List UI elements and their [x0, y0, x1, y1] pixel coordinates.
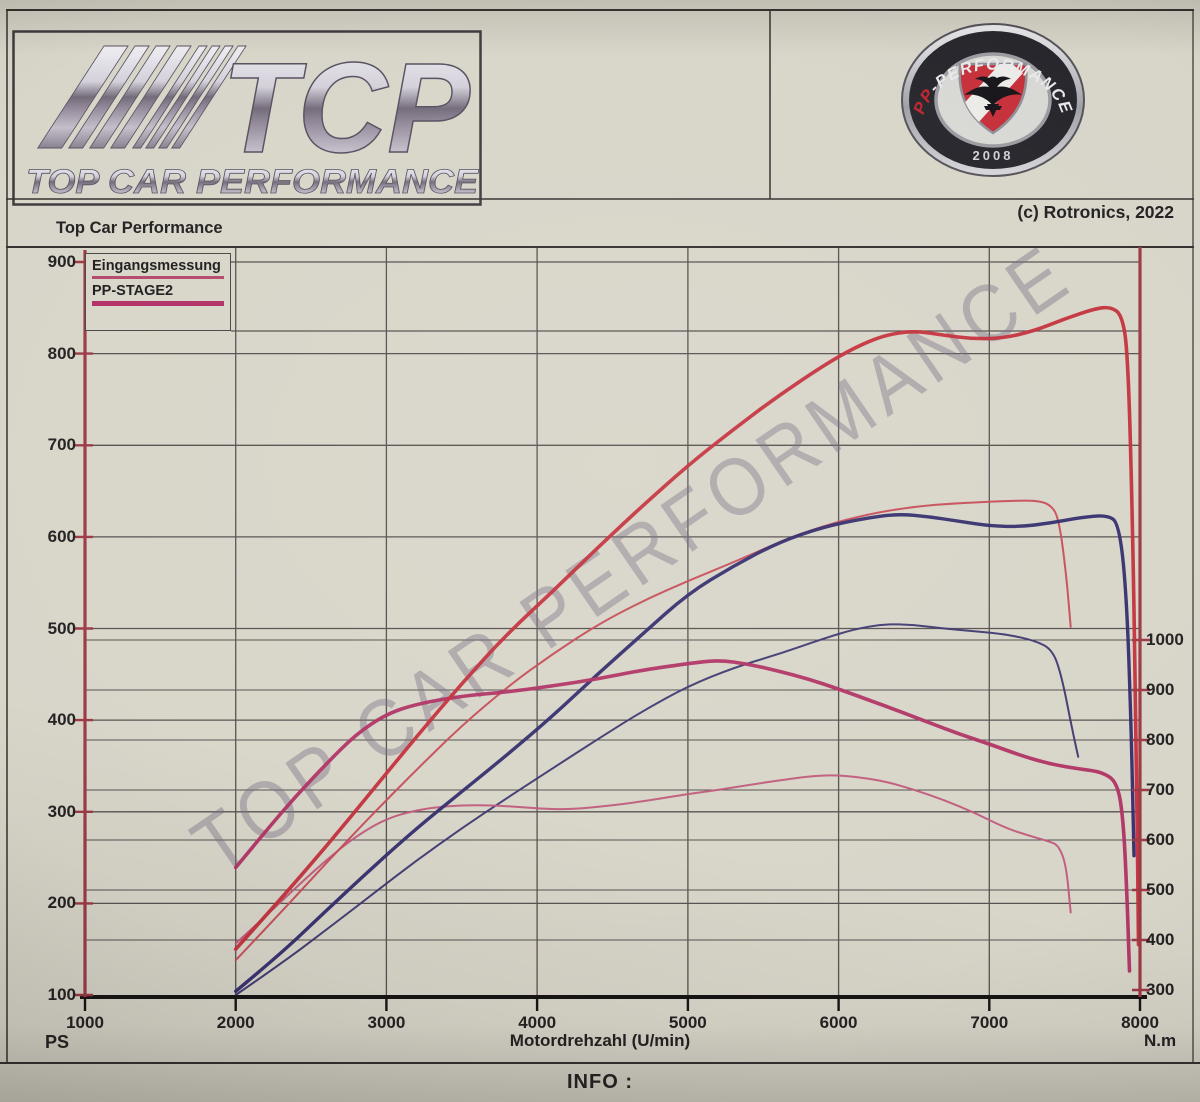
watermark-text: TOP CAR PERFORMANCE: [177, 227, 1088, 892]
badge-year: 2008: [973, 148, 1014, 163]
curve-eingangsmessung-radleistung: [234, 623, 1080, 996]
info-label: INFO :: [567, 1071, 633, 1093]
y-left-unit-label: PS: [45, 1032, 70, 1052]
curve-eingangsmessung-leistung: [234, 499, 1072, 962]
curve-pp-stage2-leistung: [233, 305, 1141, 951]
page-title: Top Car Performance: [56, 219, 223, 237]
tcp-logo: TCP TOP CAR PERFORMANCE: [12, 30, 482, 206]
legend-item-label: PP-STAGE2: [92, 282, 174, 299]
y-right-unit-label: N.m: [1144, 1031, 1177, 1050]
logo-subtitle: TOP CAR PERFORMANCE: [26, 163, 479, 201]
legend-item-line: [92, 300, 224, 306]
logo-stripes-icon: [36, 45, 247, 149]
logo-box-border: [12, 30, 482, 206]
legend: Eingangsmessung PP-STAGE2: [85, 253, 231, 331]
curve-eingangsmessung-drehmoment: [234, 774, 1072, 945]
legend-item-line: [92, 276, 224, 279]
curve-pp-stage2-radleistung: [234, 513, 1136, 993]
legend-item-label: Eingangsmessung: [92, 258, 221, 274]
curve-pp-stage2-drehmoment: [233, 659, 1132, 973]
badge-eagle-icon: [964, 76, 1022, 117]
logo-acronym: TCP: [222, 37, 471, 180]
legend-item: Eingangsmessung: [92, 258, 224, 279]
x-axis-title: Motordrehzahl (U/min): [509, 1031, 691, 1050]
legend-item: PP-STAGE2: [92, 283, 224, 306]
pp-performance-badge-icon: PP-PERFORMANCE 2008: [901, 23, 1085, 177]
copyright-text: (c) Rotronics, 2022: [1017, 202, 1174, 222]
